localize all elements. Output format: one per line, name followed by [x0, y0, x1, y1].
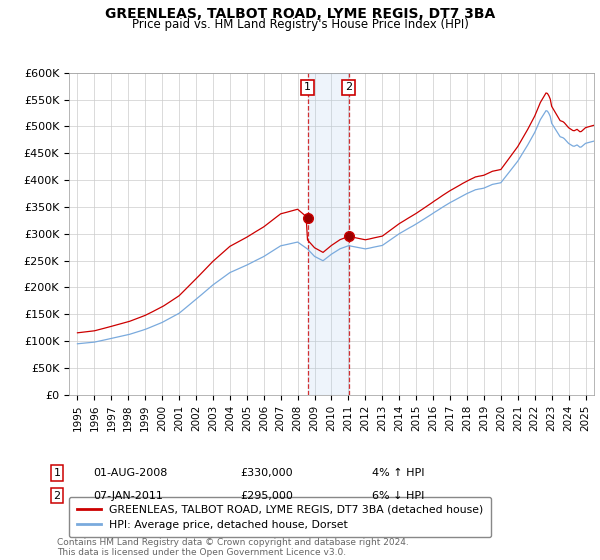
Text: 6% ↓ HPI: 6% ↓ HPI	[372, 491, 424, 501]
Text: £295,000: £295,000	[240, 491, 293, 501]
Text: 2: 2	[345, 82, 352, 92]
Text: 07-JAN-2011: 07-JAN-2011	[93, 491, 163, 501]
Text: 01-AUG-2008: 01-AUG-2008	[93, 468, 167, 478]
Text: 1: 1	[304, 82, 311, 92]
Text: Contains HM Land Registry data © Crown copyright and database right 2024.
This d: Contains HM Land Registry data © Crown c…	[57, 538, 409, 557]
Text: £330,000: £330,000	[240, 468, 293, 478]
Text: 1: 1	[53, 468, 61, 478]
Text: GREENLEAS, TALBOT ROAD, LYME REGIS, DT7 3BA: GREENLEAS, TALBOT ROAD, LYME REGIS, DT7 …	[105, 7, 495, 21]
Bar	[308, 73, 349, 395]
Legend: GREENLEAS, TALBOT ROAD, LYME REGIS, DT7 3BA (detached house), HPI: Average price: GREENLEAS, TALBOT ROAD, LYME REGIS, DT7 …	[69, 497, 491, 538]
Text: 2: 2	[53, 491, 61, 501]
Text: Price paid vs. HM Land Registry's House Price Index (HPI): Price paid vs. HM Land Registry's House …	[131, 18, 469, 31]
Text: 4% ↑ HPI: 4% ↑ HPI	[372, 468, 425, 478]
